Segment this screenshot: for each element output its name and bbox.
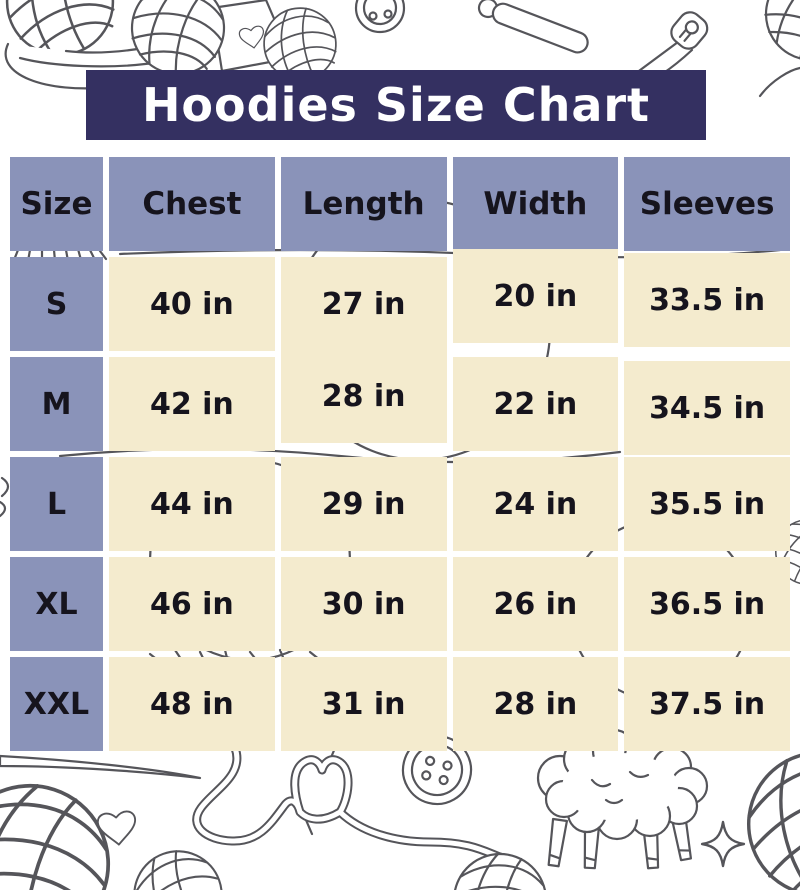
row-label-m: M: [10, 357, 103, 451]
cell-xl-width: 26 in: [452, 557, 619, 651]
cell-xl-chest: 46 in: [109, 557, 275, 651]
row-label-s: S: [10, 257, 103, 351]
cell-l-chest: 44 in: [109, 457, 275, 551]
knitting-needle-icon: [0, 754, 202, 780]
cell-xxl-width: 28 in: [452, 657, 619, 751]
cell-xl-length: 30 in: [280, 557, 447, 651]
button-icon: [354, 0, 406, 34]
cell-xxl-chest: 48 in: [109, 657, 275, 751]
cell-xxl-sleeves: 37.5 in: [624, 657, 790, 751]
cell-l-width: 24 in: [452, 457, 619, 551]
title-banner: Hoodies Size Chart: [86, 70, 706, 140]
column-header-width: Width: [452, 157, 619, 251]
yarn-string-heart-icon: [192, 743, 505, 862]
column-header-chest: Chest: [109, 157, 275, 251]
cell-m-chest: 42 in: [109, 357, 275, 451]
cell-m-width: 22 in: [452, 357, 619, 451]
cell-xxl-length: 31 in: [280, 657, 447, 751]
yarn-ball-icon: [748, 0, 800, 98]
cell-s-chest: 40 in: [109, 257, 275, 351]
page-title: Hoodies Size Chart: [141, 78, 651, 132]
column-header-length: Length: [280, 157, 447, 251]
row-label-xxl: XXL: [10, 657, 103, 751]
row-label-l: L: [10, 457, 103, 551]
cell-m-sleeves: 34.5 in: [624, 361, 790, 455]
cell-m-length: 28 in: [280, 349, 447, 443]
cell-s-length: 27 in: [280, 257, 447, 351]
cell-l-length: 29 in: [280, 457, 447, 551]
size-table: Size Chest Length Width Sleeves S 40 in …: [10, 157, 790, 751]
column-header-sleeves: Sleeves: [624, 157, 790, 251]
knitting-needle-icon: [477, 0, 589, 54]
cell-xl-sleeves: 36.5 in: [624, 557, 790, 651]
row-label-xl: XL: [10, 557, 103, 651]
safety-pin-icon: [617, 11, 709, 92]
cell-s-width: 20 in: [452, 249, 619, 343]
cell-l-sleeves: 35.5 in: [624, 457, 790, 551]
sparkle-icon: [700, 820, 746, 868]
column-header-size: Size: [10, 157, 103, 251]
cell-s-sleeves: 33.5 in: [624, 253, 790, 347]
